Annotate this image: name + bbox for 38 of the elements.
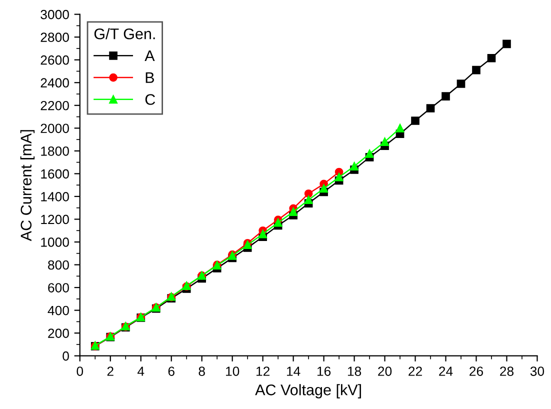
legend-label: B bbox=[146, 72, 154, 83]
x-tick-label: 30 bbox=[530, 366, 544, 376]
y-tick-label: 1400 bbox=[41, 192, 69, 202]
x-tick-label: 28 bbox=[500, 366, 514, 376]
y-tick-label: 400 bbox=[48, 306, 69, 316]
x-tick-label: 2 bbox=[107, 366, 114, 376]
x-tick-label: 20 bbox=[378, 366, 392, 376]
x-tick-label: 0 bbox=[76, 366, 84, 376]
y-tick-label: 1200 bbox=[41, 214, 69, 224]
x-tick-label: 18 bbox=[348, 366, 362, 376]
x-tick-label: 10 bbox=[226, 366, 240, 376]
y-tick-label: 2400 bbox=[40, 78, 69, 88]
y-tick-label: 1000 bbox=[41, 238, 69, 247]
legend-label: C bbox=[145, 94, 156, 105]
y-tick-label: 2000 bbox=[40, 124, 69, 134]
y-tick-label: 0 bbox=[62, 351, 69, 361]
x-tick-label: 8 bbox=[198, 366, 205, 376]
y-tick-label: 2600 bbox=[40, 55, 69, 65]
x-tick-label: 26 bbox=[470, 366, 484, 376]
x-axis-title: AC Voltage [kV] bbox=[255, 384, 361, 398]
x-tick-label: 6 bbox=[168, 366, 174, 376]
legend-title: G/T Gen. bbox=[94, 28, 155, 40]
y-tick-label: 800 bbox=[48, 260, 69, 270]
y-tick-label: 200 bbox=[48, 328, 69, 338]
x-tick-label: 4 bbox=[138, 366, 144, 376]
y-tick-label: 3000 bbox=[40, 10, 69, 20]
x-tick-label: 16 bbox=[317, 366, 331, 376]
x-tick-label: 14 bbox=[286, 366, 300, 376]
x-tick-label: 24 bbox=[439, 366, 453, 376]
legend-label: A bbox=[144, 50, 155, 62]
y-tick-label: 2200 bbox=[40, 100, 69, 110]
y-tick-label: 2800 bbox=[40, 32, 69, 42]
x-tick-label: 22 bbox=[408, 366, 422, 376]
y-tick-label: 600 bbox=[48, 283, 69, 292]
y-tick-label: 1600 bbox=[41, 169, 69, 179]
y-tick-label: 1800 bbox=[41, 146, 69, 156]
y-axis-title: AC Current [mA] bbox=[20, 130, 35, 242]
x-tick-label: 12 bbox=[256, 366, 270, 376]
